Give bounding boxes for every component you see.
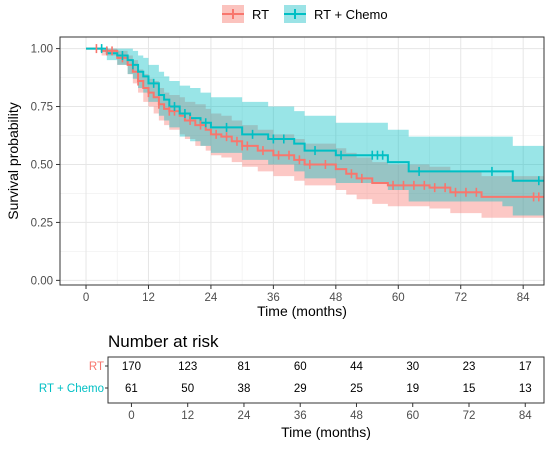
legend: RT RT + Chemo [222,5,388,23]
risk-count-rt: 81 [238,361,251,373]
risk-count-rt-chemo: 61 [125,383,138,395]
risk-count-rt: 17 [519,361,532,373]
risk-count-rt-chemo: 38 [238,383,251,395]
confidence-bands [86,48,544,218]
risk-x-tick-label: 60 [406,410,419,422]
risk-count-rt-chemo: 13 [519,383,532,395]
risk-count-rt: 170 [122,361,141,373]
risk-count-rt: 60 [294,361,307,373]
main-grid [60,37,544,285]
x-tick-label: 48 [329,292,342,304]
x-axis-title: Time (months) [257,303,347,319]
x-tick-label: 84 [517,292,530,304]
risk-count-rt: 44 [350,361,363,373]
x-tick-label: 0 [83,292,89,304]
x-tick-label: 36 [267,292,280,304]
risk-row-label-rt: RT [89,361,104,373]
legend-label-rt-chemo: RT + Chemo [314,7,388,22]
risk-x-tick-label: 12 [181,410,194,422]
confidence-band-rt-chemo [86,48,544,216]
risk-x-tick-label: 84 [519,410,532,422]
risk-x-tick-label: 36 [294,410,307,422]
risk-table-title: Number at risk [108,332,219,351]
censor-marks [95,44,540,202]
risk-row-label-rt-chemo: RT + Chemo [39,383,104,395]
risk-count-rt: 23 [463,361,476,373]
legend-item-rt-chemo: RT + Chemo [284,5,388,23]
x-tick-label: 72 [454,292,467,304]
risk-count-rt: 30 [406,361,419,373]
risk-count-rt-chemo: 29 [294,383,307,395]
y-axis-ticks: 0.00 0.25 0.50 0.75 1.00 [31,44,60,287]
risk-table: RT 170 123 81 60 44 30 23 17 RT + Chemo 61 50 38 29 25… [39,361,532,422]
survival-curve-rt-chemo [86,47,544,182]
legend-label-rt: RT [252,7,269,22]
x-tick-label: 12 [142,292,155,304]
risk-table-x-axis-title: Time (months) [281,424,371,440]
x-tick-label: 60 [392,292,405,304]
plot-panel-border [59,36,545,286]
risk-count-rt-chemo: 15 [463,383,476,395]
y-tick-label: 0.75 [31,102,53,114]
risk-x-tick-label: 0 [128,410,134,422]
y-tick-label: 0.25 [31,217,53,229]
risk-x-tick-label: 48 [350,410,363,422]
risk-table-panel [107,356,545,404]
y-tick-label: 0.50 [31,159,53,171]
x-axis-ticks: 0 12 24 36 48 60 72 84 [83,285,530,304]
risk-count-rt-chemo: 25 [350,383,363,395]
risk-x-tick-label: 24 [238,410,251,422]
y-tick-label: 0.00 [31,275,53,287]
x-tick-label: 24 [205,292,218,304]
confidence-band-rt [86,48,544,218]
risk-x-tick-label: 72 [463,410,476,422]
legend-item-rt: RT [222,5,269,23]
plot-background [60,37,544,285]
y-tick-label: 1.00 [31,44,53,56]
risk-count-rt-chemo: 19 [406,383,419,395]
risk-count-rt: 123 [178,361,197,373]
risk-count-rt-chemo: 50 [181,383,194,395]
y-axis-title: Survival probability [5,102,21,220]
